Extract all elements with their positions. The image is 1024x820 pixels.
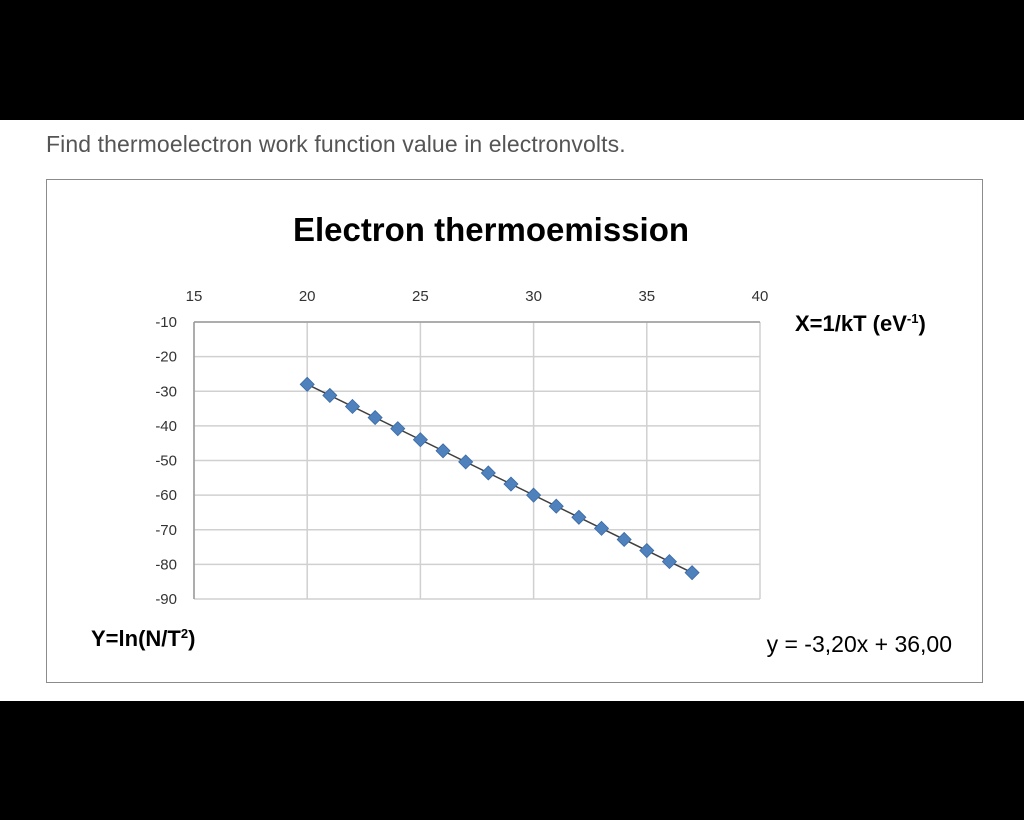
data-point	[684, 565, 700, 581]
y-tick-label: -70	[155, 522, 177, 539]
x-tick-label: 40	[752, 288, 769, 305]
chart-frame: Electron thermoemission 15 20 25 30 35 40 -10…	[46, 179, 983, 683]
data-points	[299, 376, 700, 581]
data-point	[593, 520, 610, 536]
thermoemission-chart: Electron thermoemission 15 20 25 30 35 40 -10…	[91, 211, 952, 657]
data-point	[435, 443, 451, 459]
y-tick-labels: -10 -20 -30 -40 -50 -60 -70 -80 -90	[155, 314, 177, 608]
data-point	[299, 376, 315, 392]
y-axis-label-main: Y=ln(N/T	[91, 626, 181, 651]
x-tick-label: 35	[638, 288, 655, 305]
chart-title: Electron thermoemission	[293, 211, 689, 248]
data-point	[548, 498, 564, 514]
data-point	[390, 421, 406, 437]
y-tick-label: -50	[155, 453, 177, 470]
x-axis-label: X=1/kT (eV-1)	[795, 311, 926, 336]
bottom-letterbox	[0, 701, 1024, 820]
trendline-equation: y = -3,20x + 36,00	[767, 631, 952, 657]
y-axis-label: Y=ln(N/T2)	[91, 626, 195, 651]
x-tick-label: 30	[525, 288, 542, 305]
top-letterbox	[0, 0, 1024, 120]
data-point	[503, 476, 519, 492]
y-tick-label: -10	[155, 314, 177, 331]
data-point	[639, 542, 655, 559]
x-tick-label: 25	[412, 288, 429, 305]
trendline-group	[306, 383, 693, 574]
y-tick-label: -30	[155, 383, 177, 400]
data-point	[458, 454, 474, 470]
data-point	[526, 487, 542, 503]
chart-grid	[193, 321, 761, 600]
question-text: Find thermoelectron work function value …	[46, 131, 626, 157]
y-tick-label: -80	[155, 556, 177, 573]
data-point	[616, 531, 632, 548]
data-point	[571, 509, 587, 525]
data-point	[412, 432, 428, 448]
data-point	[344, 398, 361, 415]
y-tick-label: -20	[155, 349, 177, 366]
y-tick-label: -40	[155, 418, 177, 435]
x-tick-labels: 15 20 25 30 35 40	[186, 288, 769, 305]
x-tick-label: 15	[186, 288, 203, 305]
data-point	[322, 387, 338, 403]
data-point	[661, 554, 678, 570]
data-point	[480, 465, 496, 481]
y-tick-label: -90	[155, 591, 177, 608]
y-tick-label: -60	[155, 487, 177, 504]
y-axis-label-sup: 2	[181, 626, 188, 641]
x-tick-label: 20	[299, 288, 316, 305]
x-axis-label-main: X=1/kT (eV	[795, 311, 907, 336]
data-point	[367, 409, 383, 426]
x-axis-label-sup: -1	[907, 311, 919, 326]
trendline	[306, 383, 693, 574]
content-area: Find thermoelectron work function value …	[0, 120, 1024, 701]
y-axis-label-end: )	[188, 626, 195, 651]
x-axis-label-end: )	[918, 311, 925, 336]
